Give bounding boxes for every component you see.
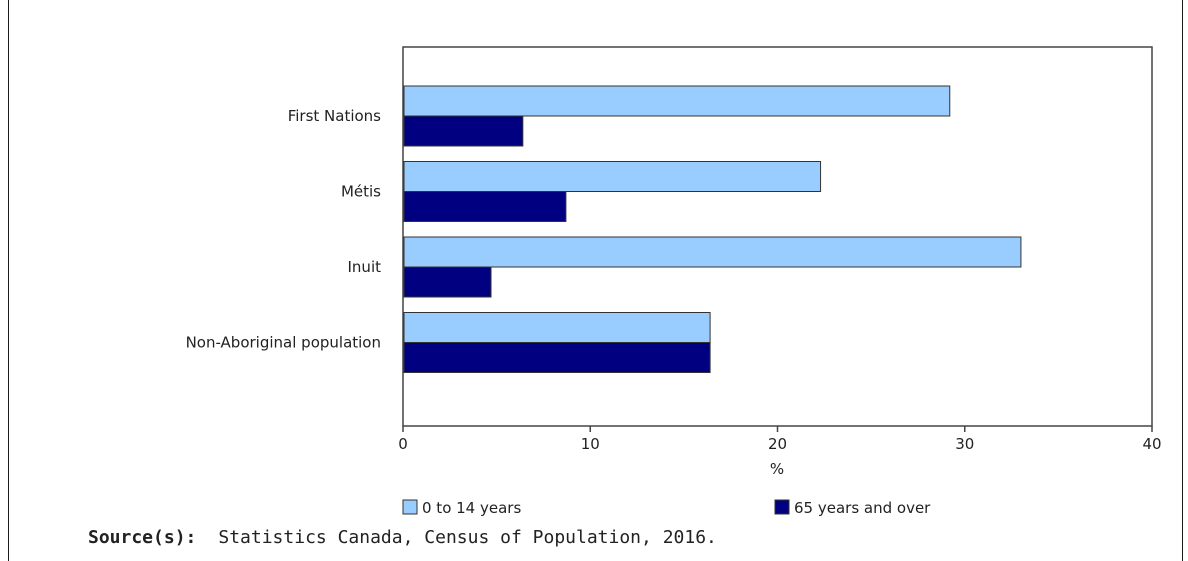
- x-ticks: 0 10 20 30 40: [398, 426, 1162, 453]
- chart-frame: [8, 0, 1183, 561]
- x-tick-label: 20: [768, 435, 787, 453]
- source-text: Statistics Canada, Census of Population,…: [218, 527, 717, 548]
- bar-age-0-14: [403, 236, 1022, 268]
- bar-age-65-plus: [403, 115, 524, 147]
- bar-age-65-plus: [403, 342, 711, 373]
- source-label: Source(s):: [88, 527, 197, 548]
- source-line: Source(s): Statistics Canada, Census of P…: [88, 527, 717, 548]
- bar-age-65-plus: [403, 191, 567, 222]
- category-label: Métis: [341, 183, 381, 201]
- legend-label: 65 years and over: [794, 499, 931, 517]
- bars-group: [403, 85, 1022, 373]
- category-label: Inuit: [348, 258, 382, 276]
- bar-age-0-14: [403, 161, 822, 192]
- x-tick-label: 30: [955, 435, 974, 453]
- legend-label: 0 to 14 years: [422, 499, 521, 517]
- x-axis-label: %: [770, 460, 784, 478]
- x-tick-label: 0: [398, 435, 408, 453]
- legend-swatch: [774, 499, 790, 515]
- category-labels: First Nations Métis Inuit Non-Aboriginal po…: [186, 107, 382, 352]
- category-label: First Nations: [288, 107, 381, 125]
- bar-age-65-plus: [403, 266, 492, 298]
- legend: 0 to 14 years 65 years and over: [402, 499, 931, 517]
- bar-age-0-14: [403, 312, 711, 343]
- x-tick-label: 40: [1142, 435, 1161, 453]
- category-label: Non-Aboriginal population: [186, 334, 381, 352]
- legend-swatch: [402, 499, 418, 515]
- bar-age-0-14: [403, 85, 951, 117]
- x-tick-label: 10: [581, 435, 600, 453]
